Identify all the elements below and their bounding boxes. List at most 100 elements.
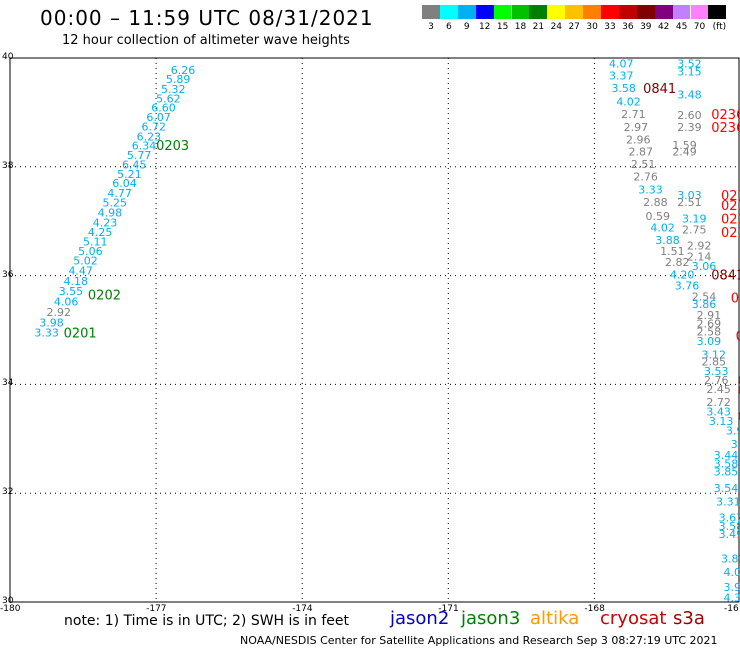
lat-tick-label: 40 (2, 52, 14, 62)
footer-note: note: 1) Time is in UTC; 2) SWH is in fe… (64, 613, 350, 629)
time-label: 0236 (711, 108, 740, 123)
lon-tick-label: -177 (146, 604, 167, 614)
wave-height-label: 2.60 (677, 109, 702, 122)
wave-height-label: 5.77 (127, 149, 152, 162)
lat-tick-label: 32 (2, 487, 14, 498)
legend-swatch (493, 5, 512, 19)
lon-tick-label: -171 (438, 604, 459, 614)
wave-height-label: 3.54 (714, 482, 739, 495)
time-label: 0236 (731, 291, 740, 306)
legend-number: 45 (675, 22, 688, 32)
wave-height-label: 6.34 (132, 140, 157, 153)
legend-swatch (708, 5, 727, 19)
lat-tick-label: 34 (2, 378, 14, 389)
wave-height-label: 2.49 (672, 146, 697, 159)
lat-tick-label: 30 (2, 596, 14, 606)
wave-height-label: 1.51 (660, 245, 685, 258)
wave-height-label: 2.76 (704, 374, 729, 387)
wave-height-label: 6.72 (141, 121, 166, 134)
wave-height-label: 5.06 (78, 245, 103, 258)
wave-height-label: 2.51 (631, 158, 656, 171)
lat-tick-label: 38 (2, 160, 14, 171)
wave-height-label: 0.59 (646, 210, 671, 223)
wave-height-label: 3.15 (677, 66, 702, 79)
wave-height-label: 4.05 (723, 566, 740, 579)
legend-swatch (439, 5, 458, 19)
wave-height-label: 3.58 (719, 520, 740, 533)
wave-height-label: 2.58 (697, 326, 722, 339)
wave-height-label: 2.97 (624, 121, 649, 134)
legend-number: 70 (693, 22, 706, 32)
time-label: 0236 (721, 212, 740, 227)
wave-height-label: 3.48 (677, 88, 702, 101)
wave-height-label: 2.91 (697, 309, 722, 322)
legend-swatch (547, 5, 566, 19)
wave-height-label: 2.71 (621, 108, 646, 121)
legend-swatch (475, 5, 494, 19)
wave-height-label: 2.69 (697, 317, 722, 330)
wave-height-label: 2.72 (706, 396, 731, 409)
wave-height-label: 2.75 (682, 223, 707, 236)
lon-tick-label: -180 (0, 604, 21, 614)
wave-height-label: 4.07 (609, 57, 634, 70)
wave-height-label: 2.54 (692, 290, 717, 303)
legend-unit: (ft) (712, 22, 727, 32)
satellite-altika: altika (530, 608, 580, 629)
time-label: 0841 (643, 82, 676, 97)
wave-height-label: 6.60 (151, 102, 176, 115)
wave-height-label: 3.58 (611, 82, 636, 95)
legend-swatch (511, 5, 530, 19)
wave-height-label: 3.85 (714, 465, 739, 478)
wave-height-label: 2.96 (626, 134, 651, 147)
wave-height-label: 5.02 (73, 254, 98, 267)
wave-height-label: 4.34 (723, 592, 740, 605)
legend-swatch (636, 5, 655, 19)
legend-number: 6 (446, 22, 452, 32)
wave-height-label: 3.94 (726, 425, 740, 438)
legend-swatch (654, 5, 673, 19)
wave-height-label: 4.02 (650, 222, 675, 235)
legend-number: 33 (604, 22, 616, 32)
lon-tick-label: -168 (584, 604, 605, 614)
wave-height-label: 3.31 (716, 495, 740, 508)
legend-swatch (422, 5, 440, 19)
wave-height-label: 3.52 (677, 57, 702, 70)
satellite-s3a: s3a (673, 608, 705, 629)
page-title: 00:00 – 11:59 UTC 08/31/2021 (40, 6, 374, 30)
wave-height-label: 6.07 (146, 111, 171, 124)
legend-number: 24 (550, 22, 563, 32)
wave-height-label: 3.55 (59, 285, 83, 298)
wave-height-label: 3.26 (731, 438, 740, 451)
wave-height-label: 3.86 (692, 298, 717, 311)
legend-swatch (529, 5, 548, 19)
wave-height-label: 3.19 (682, 212, 707, 225)
wave-height-label: 3.83 (721, 552, 740, 565)
wave-height-label: 3.53 (704, 365, 729, 378)
time-label: 0236 (721, 226, 740, 241)
legend-swatch (457, 5, 476, 19)
footer-credit: NOAA/NESDIS Center for Satellite Applica… (240, 634, 718, 647)
time-label: 0203 (156, 139, 189, 154)
wave-height-label: 4.18 (64, 275, 89, 288)
wave-height-label: 2.51 (677, 196, 702, 209)
time-label: 0236 (711, 121, 740, 136)
wave-height-label: 4.20 (670, 269, 695, 282)
satellite-jason3: jason3 (461, 608, 521, 629)
wave-height-label: 3.37 (609, 69, 634, 82)
wave-height-label: 4.77 (107, 187, 131, 200)
wave-height-label: 3.43 (706, 406, 731, 419)
wave-height-label: 4.23 (93, 216, 118, 229)
wave-height-label: 5.25 (103, 197, 128, 210)
wave-height-label: 1.59 (672, 139, 697, 152)
wave-height-label: 2.76 (633, 171, 658, 184)
time-label: 0236 (736, 329, 740, 344)
legend-number: 30 (586, 22, 598, 32)
time-label: 0202 (88, 289, 121, 304)
wave-height-label: 6.45 (122, 159, 147, 172)
legend-swatch (690, 5, 709, 19)
legend-swatch (565, 5, 584, 19)
legend-number: 27 (568, 22, 580, 32)
wave-height-label: 4.25 (88, 226, 113, 239)
wave-height-label: 3.76 (675, 279, 700, 292)
